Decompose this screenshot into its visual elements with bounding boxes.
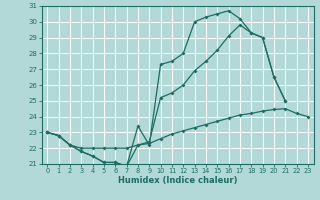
X-axis label: Humidex (Indice chaleur): Humidex (Indice chaleur)	[118, 176, 237, 185]
